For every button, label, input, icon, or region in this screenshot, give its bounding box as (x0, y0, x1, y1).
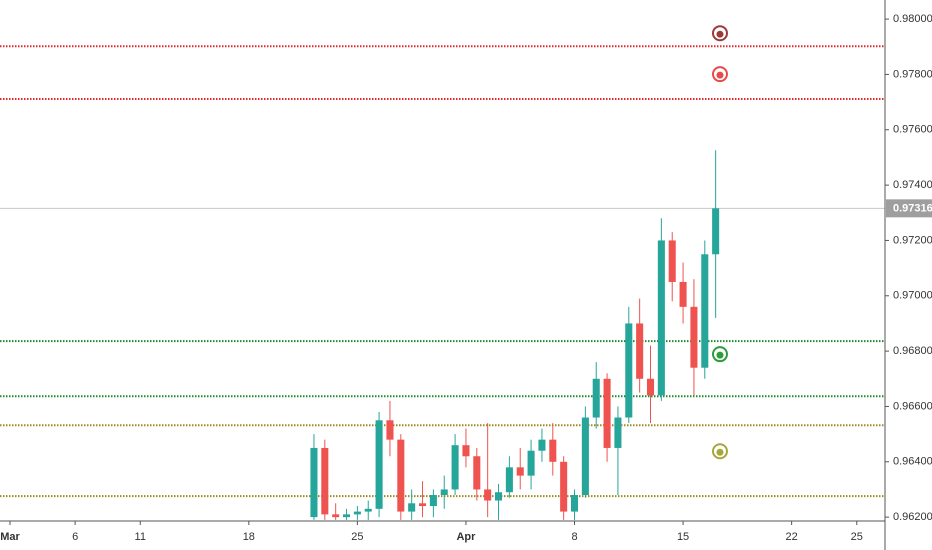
candle-body (712, 208, 720, 255)
y-tick-label: 0.96800 (893, 345, 932, 357)
candle-body (690, 306, 698, 368)
candle-body (505, 467, 513, 493)
candle-body (614, 417, 622, 448)
candle-body (386, 420, 394, 440)
x-tick-label: Mar (0, 531, 20, 543)
candle-body (375, 420, 383, 509)
y-tick-label: 0.98000 (893, 13, 932, 25)
candle-body (679, 281, 687, 307)
candle-body (636, 323, 644, 379)
candle-body (494, 492, 503, 501)
candle-body (440, 489, 448, 495)
candle-body (418, 503, 427, 507)
x-tick-label: 25 (851, 531, 863, 543)
candle-body (668, 240, 676, 282)
candle-body (321, 447, 329, 515)
y-tick-label: 0.97800 (893, 68, 932, 80)
last-price-label: 0.97316 (893, 202, 932, 214)
candle-body (484, 489, 492, 501)
x-tick-label: 6 (72, 531, 78, 543)
candle-body (657, 240, 665, 396)
candle-body (397, 439, 405, 512)
candle-body (570, 494, 579, 512)
candle-body (310, 447, 318, 518)
candle-body (560, 461, 568, 512)
candle-body (581, 417, 589, 495)
x-tick-label: 22 (786, 531, 798, 543)
candle-body (451, 445, 459, 490)
y-tick-label: 0.97400 (893, 179, 932, 191)
candle-body (646, 378, 655, 396)
marker-dot (716, 71, 724, 79)
candle-body (332, 514, 340, 518)
x-tick-label: 11 (135, 531, 146, 543)
y-tick-label: 0.96400 (893, 456, 932, 468)
y-tick-label: 0.96200 (893, 511, 932, 523)
candle-body (527, 450, 535, 476)
y-tick-label: 0.96600 (893, 400, 932, 412)
candle-body (516, 467, 524, 476)
x-tick-label: 8 (571, 531, 577, 543)
y-tick-label: 0.97000 (893, 290, 932, 302)
y-tick-label: 0.97600 (893, 124, 932, 136)
candle-body (429, 494, 437, 507)
candle-body (549, 439, 557, 462)
last-price-box (886, 199, 932, 218)
candle-body (625, 323, 633, 418)
marker-dot (716, 351, 724, 359)
x-tick-label: 15 (677, 531, 689, 543)
candle-body (353, 511, 361, 515)
plot-area (0, 25, 885, 520)
candle-body (462, 445, 470, 457)
x-tick-label: Apr (456, 531, 476, 543)
candle-body (538, 439, 546, 451)
candle-body (701, 254, 709, 368)
marker-dot (716, 30, 724, 38)
candle-body (408, 503, 416, 512)
candle-body (343, 514, 351, 518)
candle-body (603, 378, 611, 448)
marker-dot (716, 448, 724, 456)
candle-body (592, 378, 600, 418)
x-tick-label: 18 (243, 531, 255, 543)
candle-body (473, 456, 481, 490)
candle-body (364, 508, 372, 512)
y-tick-label: 0.97200 (893, 234, 932, 246)
x-tick-label: 25 (351, 531, 363, 543)
